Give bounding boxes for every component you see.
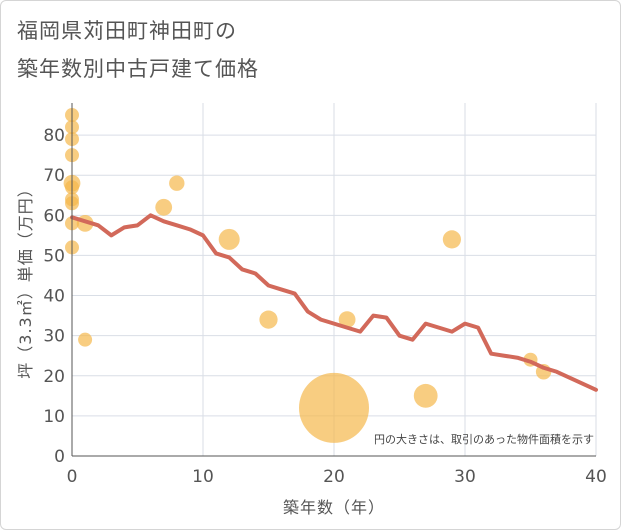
chart-title-line1: 福岡県苅田町神田町の: [17, 19, 237, 43]
data-point: [442, 230, 461, 249]
y-tick-label: 50: [43, 246, 65, 266]
x-tick-label: 10: [192, 467, 214, 487]
x-tick-label: 40: [585, 467, 607, 487]
y-tick-label: 40: [43, 287, 65, 307]
data-point: [218, 228, 240, 250]
chart-title-line2: 築年数別中古戸建て価格: [17, 57, 259, 81]
y-tick-label: 80: [43, 126, 65, 146]
data-point: [155, 198, 173, 216]
chart-note: 円の大きさは、取引のあった物件面積を示す: [374, 432, 594, 446]
y-tick-label: 60: [43, 206, 65, 226]
x-axis-label: 築年数（年）: [283, 498, 385, 517]
data-point: [259, 310, 278, 329]
average-line-layer: [70, 213, 598, 392]
y-tick-label: 70: [43, 166, 65, 186]
axes: [71, 103, 596, 457]
y-tick-label: 0: [54, 447, 65, 467]
data-point: [299, 372, 369, 443]
data-point: [78, 332, 93, 347]
grid-lines: [72, 103, 597, 456]
data-point: [413, 383, 438, 408]
data-point: [338, 311, 356, 329]
data-point: [169, 175, 185, 191]
y-tick-label: 20: [43, 367, 65, 387]
average-price-line: [70, 213, 598, 392]
x-tick-label: 20: [323, 467, 345, 487]
y-tick-label: 30: [43, 327, 65, 347]
y-axis-label: 坪（3.3㎡）単価（万円）: [16, 180, 35, 378]
y-tick-label: 10: [43, 407, 65, 427]
tick-labels: 0 10 20 30 40 0 10 20 30 40 50 60 70 80: [43, 126, 606, 487]
x-tick-label: 0: [67, 467, 78, 487]
x-tick-label: 30: [454, 467, 476, 487]
bubble-layer: [63, 108, 552, 443]
